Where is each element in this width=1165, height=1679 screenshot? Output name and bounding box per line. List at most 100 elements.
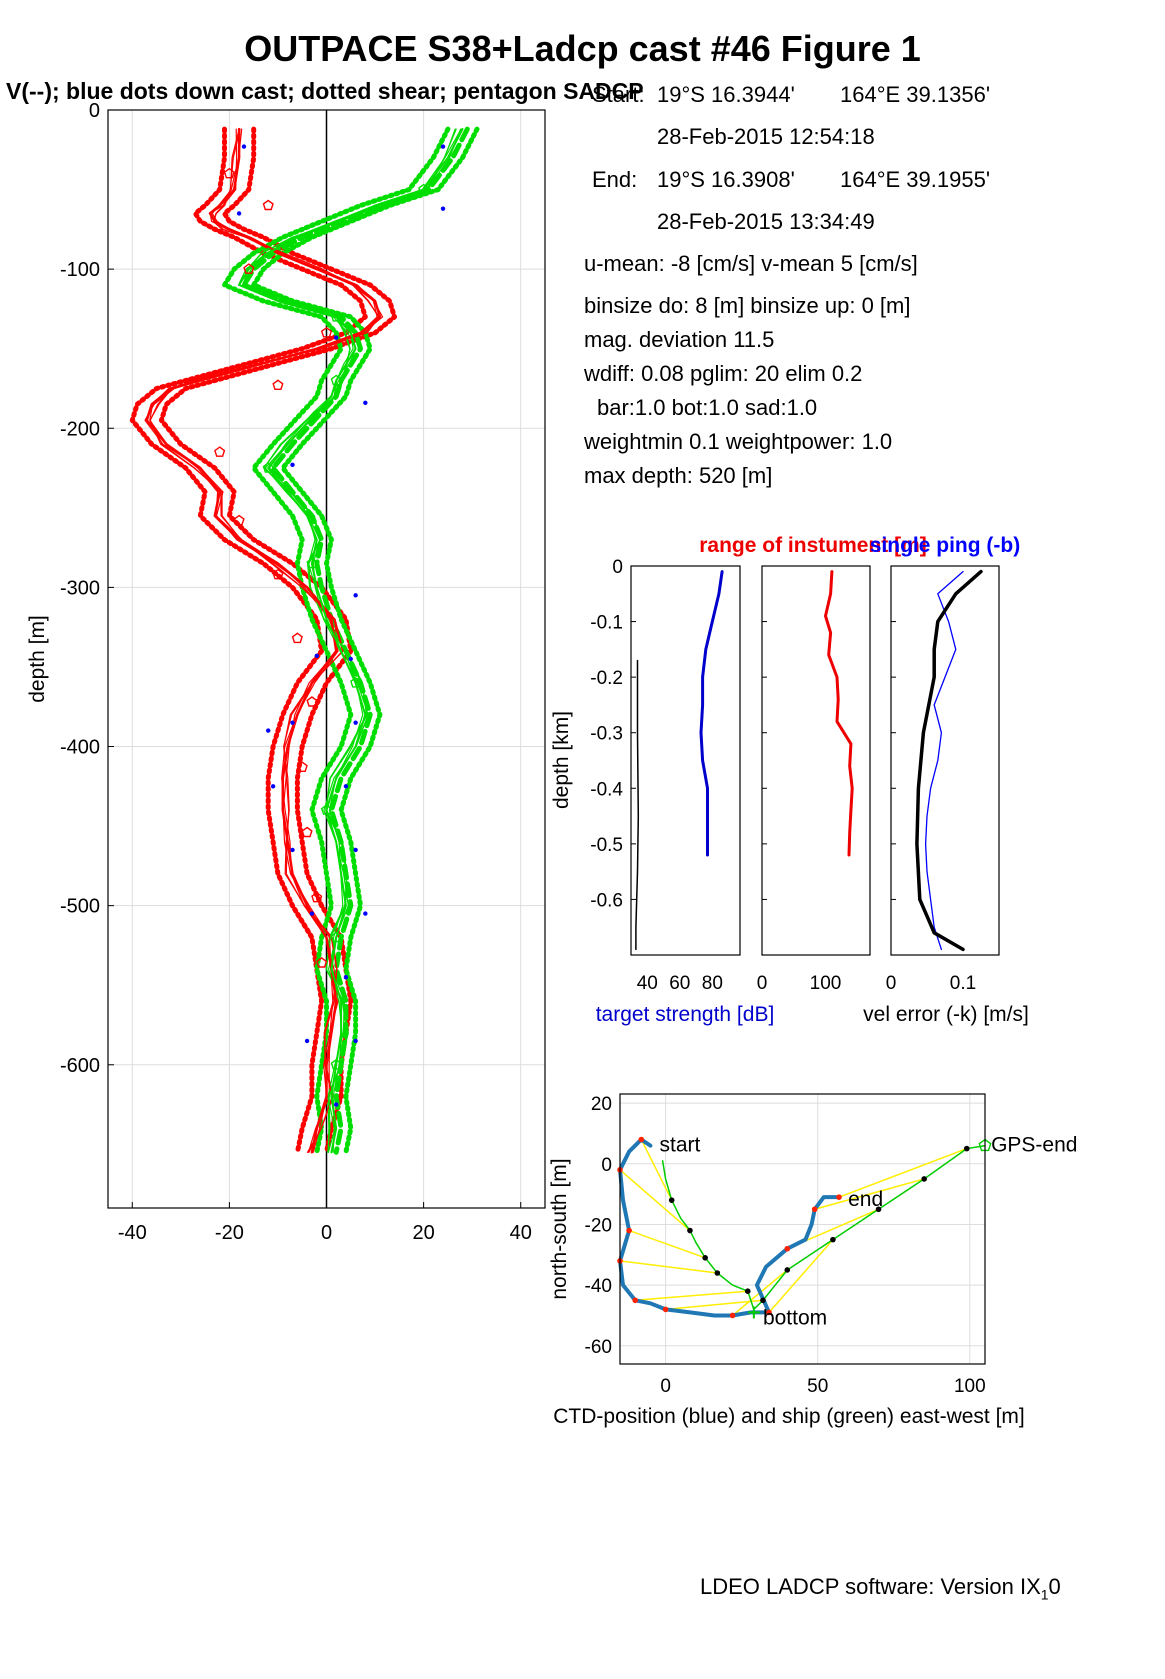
info-binsize: binsize do: 8 [m] binsize up: 0 [m]: [584, 293, 911, 318]
info-end-label: End:: [592, 167, 638, 192]
north-south-axis-label: north-south [m]: [548, 1158, 571, 1299]
sadcp-v-marker: [418, 183, 430, 195]
info-magdev: mag. deviation 11.5: [584, 327, 775, 352]
east-west-axis-label: CTD-position (blue) and ship (green) eas…: [553, 1405, 1025, 1428]
start-annotation: start: [660, 1134, 701, 1157]
sadcp-u-marker: [214, 446, 226, 457]
y-tick-label: -300: [60, 577, 100, 599]
x-tick-label: 20: [412, 1222, 434, 1244]
downcast-dot: [309, 911, 315, 916]
sadcp-u-marker: [262, 199, 274, 211]
vel-error-label: vel error (-k) [m/s]: [863, 1003, 1029, 1026]
ctd-position-track: [618, 1137, 841, 1318]
range-instrument-line: [635, 659, 640, 951]
sadcp-v-marker: [306, 557, 318, 569]
ship-sample-dot: [714, 1270, 721, 1276]
sadcp-u-marker: [243, 263, 255, 274]
downcast-dot: [334, 1102, 339, 1107]
sadcp-v-marker: [330, 374, 342, 386]
sadcp-u-marker: [311, 891, 323, 903]
ts-tick-label: 60: [669, 973, 690, 994]
downcast-dot: [304, 1038, 310, 1044]
depth-km-axis-label: depth [km]: [550, 711, 573, 809]
end-annotation: end: [848, 1188, 883, 1211]
downcast-dot: [343, 784, 349, 789]
single-ping-line: [924, 570, 964, 951]
info-start-label: Start:: [592, 82, 645, 107]
downcast-dot: [440, 144, 446, 149]
downcast-dot: [348, 656, 353, 662]
figure-subtitle: V(--); blue dots down cast; dotted shear…: [6, 78, 644, 104]
downcast-dot: [290, 847, 295, 853]
ship-sample-dot: [921, 1176, 927, 1182]
ctd-ship-link: [619, 1260, 718, 1274]
ctd-sample-dot: [632, 1297, 639, 1304]
sadcp-v-marker: [350, 677, 362, 688]
x-tick-label: -20: [215, 1222, 244, 1244]
sadcp-u-marker: [233, 514, 245, 526]
ship-sample-dot: [744, 1288, 751, 1294]
velerr-tick-label: 0: [886, 973, 897, 994]
bottom-annotation: bottom: [763, 1307, 827, 1330]
y-tick-label: -600: [60, 1055, 100, 1077]
sadcp-v-marker: [330, 931, 342, 943]
ns-tick-label: -20: [585, 1215, 612, 1236]
x-tick-label: -40: [118, 1222, 147, 1244]
y-tick-label: -500: [60, 896, 100, 918]
x-tick-label: 0: [321, 1222, 332, 1244]
position-axes-frame: [619, 1093, 986, 1365]
target-strength-label: target strength [dB]: [596, 1003, 775, 1026]
ctd-ship-link: [665, 1299, 764, 1311]
ns-tick-label: -40: [585, 1276, 612, 1297]
gps-end-annotation: GPS-end: [991, 1134, 1077, 1157]
software-version: LDEO LADCP software: Version IX10: [700, 1574, 1061, 1603]
x-tick-label: 40: [510, 1222, 532, 1244]
range-tick-label: 0: [757, 973, 768, 994]
ship-sample-dot: [875, 1206, 882, 1213]
vel-error-line: [915, 569, 983, 952]
ship-sample-dot: [784, 1267, 791, 1273]
downcast-dot: [353, 720, 358, 725]
ctd-sample-dot: [626, 1227, 632, 1234]
info-end-lat: 19°S 16.3908': [657, 167, 795, 192]
ew-tick-label: 50: [807, 1376, 828, 1397]
ship-sample-dot: [760, 1297, 766, 1304]
ctd-sample-dot: [836, 1194, 842, 1200]
single-ping-title: single ping (-b): [870, 534, 1020, 557]
info-weight: weightmin 0.1 weightpower: 1.0: [584, 429, 893, 454]
figure-title: OUTPACE S38+Ladcp cast #46 Figure 1: [244, 28, 921, 69]
range-line: [824, 570, 854, 857]
v-profile-thin: [243, 128, 457, 1153]
v-shear-lower: [222, 126, 451, 1155]
downcast-dot: [236, 211, 242, 216]
info-maxdepth: max depth: 520 [m]: [584, 463, 773, 488]
depth-tick-label: -0.4: [590, 779, 623, 800]
downcast-dot: [270, 784, 276, 789]
downcast-dot: [353, 593, 358, 598]
downcast-dot: [363, 911, 368, 916]
ctd-ship-link: [619, 1169, 691, 1232]
info-start-lon: 164°E 39.1356': [840, 82, 991, 107]
ctd-sample-dot: [729, 1312, 736, 1319]
ctd-sample-dot: [662, 1306, 669, 1313]
sadcp-u-marker: [316, 957, 328, 968]
y-tick-label: -400: [60, 737, 100, 759]
sadcp-v-marker: [320, 804, 333, 815]
range-title: range of instument [m]: [699, 534, 927, 557]
depth-tick-label: -0.3: [590, 724, 623, 745]
range-tick-label: 100: [810, 973, 842, 994]
ctd-ship-link: [768, 1239, 834, 1313]
downcast-dot: [290, 720, 295, 725]
sadcp-u-marker: [291, 632, 303, 644]
velocity-y-axis-label: depth [m]: [26, 615, 49, 703]
info-umean: u-mean: -8 [cm/s] v-mean 5 [cm/s]: [584, 251, 918, 276]
downcast-dot: [334, 335, 339, 340]
sadcp-u-marker: [272, 379, 284, 390]
ns-tick-label: -60: [585, 1337, 612, 1358]
ship-sample-dot: [702, 1255, 708, 1261]
u-shear-upper: [158, 126, 397, 1155]
depth-tick-label: -0.6: [590, 890, 623, 911]
ship-sample-dot: [668, 1197, 675, 1203]
info-start-time: 28-Feb-2015 12:54:18: [657, 124, 875, 149]
sadcp-v-marker: [262, 462, 274, 473]
